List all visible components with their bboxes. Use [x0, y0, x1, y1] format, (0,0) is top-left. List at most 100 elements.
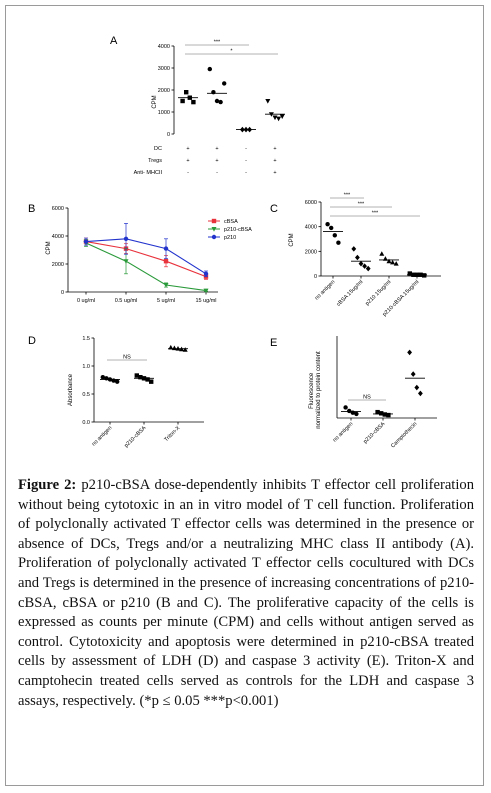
figure-caption: Figure 2: p210-cBSA dose-dependently inh… [18, 476, 474, 711]
panel-b-series-line [85, 241, 207, 278]
panel-a-point [272, 115, 278, 121]
panel-e-point [347, 408, 352, 414]
panel-e-plot: no antigen p210-cBSA Camptothecin NS [332, 336, 437, 449]
panel-a-point [222, 81, 227, 86]
panel-a-sig-label: *** [214, 40, 221, 46]
panel-a-condition-value: + [273, 170, 276, 176]
panel-a-point [276, 116, 282, 122]
panel-e-x-tick-label: p210-cBSA [362, 421, 386, 445]
panel-a-condition-value: + [273, 158, 276, 164]
panel-d-point [100, 375, 106, 380]
panel-c-point [362, 263, 367, 269]
panel-c-point [336, 240, 341, 245]
panel-d-plot: 0.0 0.5 1.0 1.5 no antigen p210-cBSA Triton-X N… [82, 336, 204, 449]
panel-b-legend-marker [211, 218, 217, 224]
panel-d-y-tick-label: 0.0 [82, 420, 90, 426]
panel-e-point [418, 390, 423, 397]
panel-c-ylabel: CPM [289, 233, 295, 246]
panel-c-sig-label: *** [372, 211, 379, 217]
panel-e-point [386, 412, 391, 418]
panel-c-y-tick-label: 0 [314, 274, 317, 280]
panel-d-ylabel: Absorbance [68, 373, 74, 406]
panel-c-y-tick-label: 2000 [305, 249, 317, 255]
panel-b-point [163, 246, 169, 251]
panel-a-letter: A [110, 35, 118, 47]
panel-d-y-tick-label: 0.5 [82, 392, 90, 398]
panel-c-y-tick-label: 4000 [305, 225, 317, 231]
panel-b-y-tick-label: 4000 [52, 234, 64, 240]
panel-d-point [134, 373, 139, 378]
panel-b-point [83, 239, 89, 244]
caption-text: p210-cBSA dose-dependently inhibits T ef… [18, 477, 474, 709]
panel-b-point [123, 236, 129, 241]
panel-e-sig-label: NS [363, 395, 371, 401]
panel-a-point [214, 98, 220, 104]
panel-a-condition-value: - [245, 170, 247, 176]
panel-b-point [163, 283, 169, 288]
panel-c-point [355, 254, 360, 261]
panel-c-point [365, 265, 371, 272]
panel-a-condition-value: + [215, 158, 218, 164]
panel-e-x-tick-label: Camptothecin [390, 421, 418, 449]
panel-d-x-tick-label: Triton-X [163, 425, 181, 443]
panel-c-x-tick-label: cBSA 15ug/ml [336, 279, 365, 308]
panel-a-condition-label: DC [154, 146, 162, 152]
panel-c-x-tick-label: no antigen [314, 279, 336, 301]
panel-e-point [375, 409, 380, 415]
panel-b-legend-label: p210 [224, 235, 236, 241]
panel-a-condition-value: + [186, 158, 189, 164]
panel-c-sig-label: *** [344, 193, 351, 199]
panel-c-point [407, 271, 412, 276]
panel-d-y-tick-label: 1.0 [82, 364, 90, 370]
panel-c-point [422, 273, 427, 278]
panel-e-point [382, 412, 387, 417]
panel-a-y-tick-label: 0 [167, 132, 170, 138]
panel-b-plot: 0 2000 4000 6000 0 ug/ml 0.5 ug/ml 5 ug/ml 15 u… [52, 206, 252, 304]
panel-a-condition-value: + [273, 146, 276, 152]
panel-c-point [386, 258, 392, 264]
panel-d-point [138, 375, 143, 380]
panel-d-y-tick-label: 1.5 [82, 336, 90, 342]
panel-b-legend-marker [211, 234, 217, 240]
panel-a-condition-value: - [216, 170, 218, 176]
panel-e-point [407, 349, 412, 356]
panel-a-y-tick-label: 4000 [158, 44, 170, 50]
panel-b-x-tick-label: 0.5 ug/ml [115, 298, 138, 304]
panel-b-point [123, 259, 129, 264]
panel-b-point [203, 288, 209, 294]
panel-a-ylabel: CPM [152, 95, 158, 108]
panel-c-x-tick-label: p210 15ug/ml [365, 279, 393, 307]
panel-d-point [149, 379, 154, 384]
panel-a-point [180, 98, 185, 104]
caption-label: Figure 2: [18, 477, 77, 493]
panel-d-point [145, 377, 150, 382]
panel-a-sig-label: * [230, 49, 233, 55]
panel-a-point [218, 99, 223, 105]
panel-a-point [207, 66, 212, 72]
panel-e-point [379, 411, 384, 416]
panel-a-condition-value: - [245, 158, 247, 164]
panel-a-y-tick-label: 1000 [158, 110, 170, 116]
panel-a-condition-value: - [187, 170, 189, 176]
panel-e-chart: E Fluorescence normalized to protein con… [270, 336, 437, 449]
panel-c-point [332, 233, 337, 238]
panel-a-point [191, 99, 196, 105]
panel-e-letter: E [270, 337, 277, 349]
panel-d-sig-label: NS [123, 355, 131, 361]
panel-e-point [410, 371, 416, 377]
panel-c-sig-label: *** [358, 202, 365, 208]
panel-a-y-tick-label: 3000 [158, 66, 170, 72]
panel-b-legend-marker [211, 227, 217, 232]
panel-a-point [279, 114, 285, 119]
panel-a-condition-label: Tregs [148, 158, 162, 164]
panel-e-ylabel: Fluorescence normalized to protein conte… [309, 351, 322, 429]
panel-c-point [329, 225, 334, 231]
panel-c-point [379, 251, 385, 256]
panel-a-point [184, 90, 189, 95]
panel-b-point [203, 271, 209, 276]
panel-a-condition-label: Anti- MHCII [134, 170, 163, 176]
panel-b-y-tick-label: 2000 [52, 262, 64, 268]
panel-c-y-tick-label: 6000 [305, 200, 317, 206]
panel-a-condition-value: + [186, 146, 189, 152]
